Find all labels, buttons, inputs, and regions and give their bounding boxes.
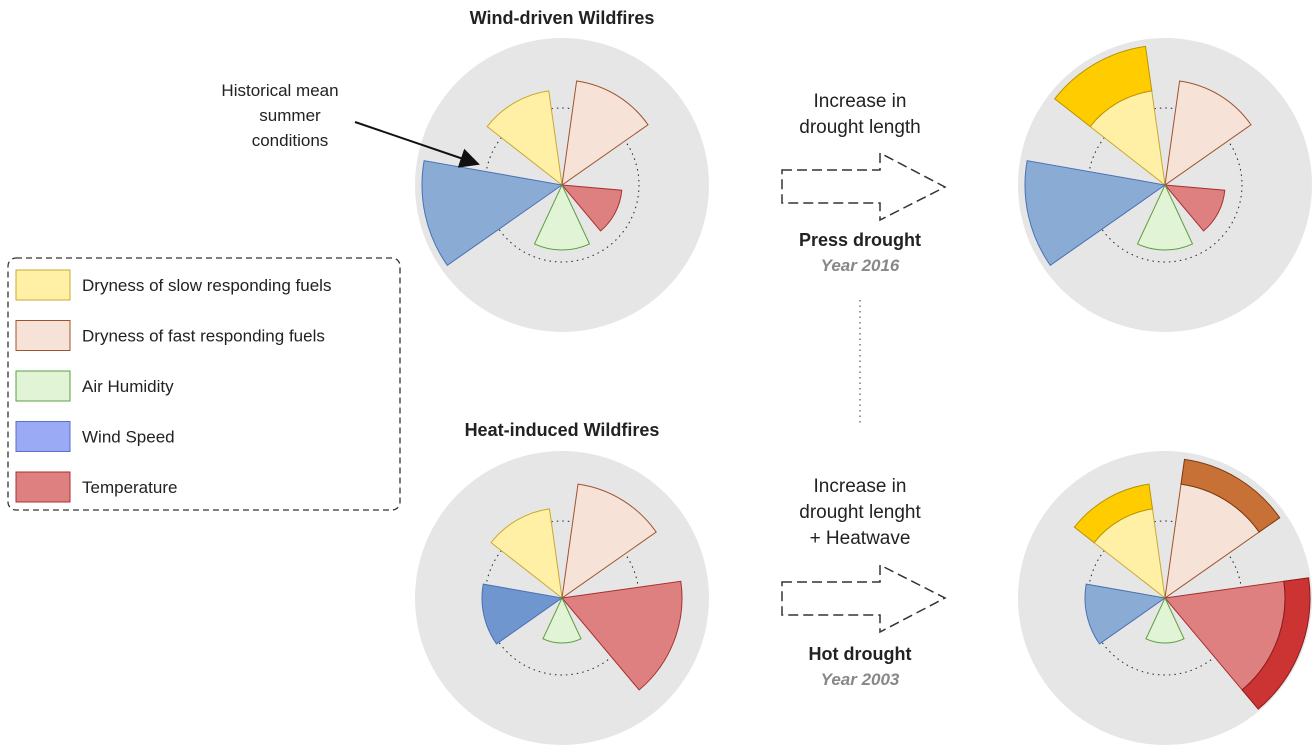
wedge — [1163, 184, 1226, 232]
mean-circle — [484, 107, 640, 263]
legend-swatch — [15, 471, 71, 503]
transition-label: drought lenght — [799, 502, 921, 523]
arrow — [781, 563, 947, 634]
wedge — [561, 483, 657, 600]
legend-swatch — [15, 421, 71, 452]
legend-label: Dryness of slow responding fuels — [82, 276, 331, 295]
wedge — [1164, 80, 1252, 187]
wedge — [560, 184, 623, 232]
panel-title: Heat-induced Wildfires — [465, 420, 660, 440]
arrow — [781, 151, 947, 222]
transition-label: Increase in — [814, 476, 907, 497]
mean-circle — [1087, 107, 1243, 263]
wedge — [533, 183, 591, 251]
wedge-increase — [1180, 458, 1281, 533]
wedge-increase — [1241, 577, 1311, 710]
wedge — [561, 80, 649, 187]
wedge — [1145, 596, 1185, 644]
transition-label: drought length — [799, 117, 921, 138]
wedge-increase — [1073, 483, 1154, 544]
legend-label: Temperature — [82, 478, 177, 497]
legend-box — [7, 257, 401, 511]
transition-name: Hot drought — [809, 644, 912, 664]
wedge — [486, 90, 563, 187]
legend-swatch — [15, 269, 71, 301]
legend-swatch — [15, 370, 71, 402]
wedge — [542, 596, 582, 644]
legend-swatch — [15, 320, 71, 351]
annotation-arrow — [354, 121, 480, 168]
panel-title: Wind-driven Wildfires — [470, 8, 655, 28]
legend-label: Dryness of fast responding fuels — [82, 327, 325, 346]
legend-label: Wind Speed — [82, 428, 175, 447]
annotation: Historical mean — [221, 81, 338, 100]
transition-year: Year 2003 — [821, 670, 900, 689]
wedge — [1084, 583, 1167, 645]
transition-year: Year 2016 — [821, 256, 900, 275]
wedge — [481, 583, 564, 645]
transition-label: + Heatwave — [810, 528, 911, 549]
wedge — [1136, 183, 1194, 251]
legend-label: Air Humidity — [82, 377, 174, 396]
wedge — [561, 580, 683, 691]
annotation: conditions — [252, 131, 329, 150]
transition-label: Increase in — [814, 91, 907, 112]
wedge — [1024, 160, 1167, 266]
wedge — [421, 160, 564, 266]
wedge-increase — [1053, 45, 1153, 128]
annotation: summer — [259, 106, 321, 125]
transition-name: Press drought — [799, 230, 921, 250]
wedge — [490, 508, 563, 600]
